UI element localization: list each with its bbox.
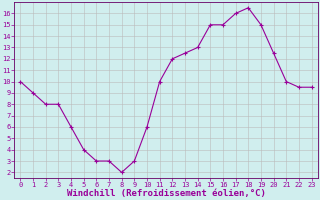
- X-axis label: Windchill (Refroidissement éolien,°C): Windchill (Refroidissement éolien,°C): [67, 189, 265, 198]
